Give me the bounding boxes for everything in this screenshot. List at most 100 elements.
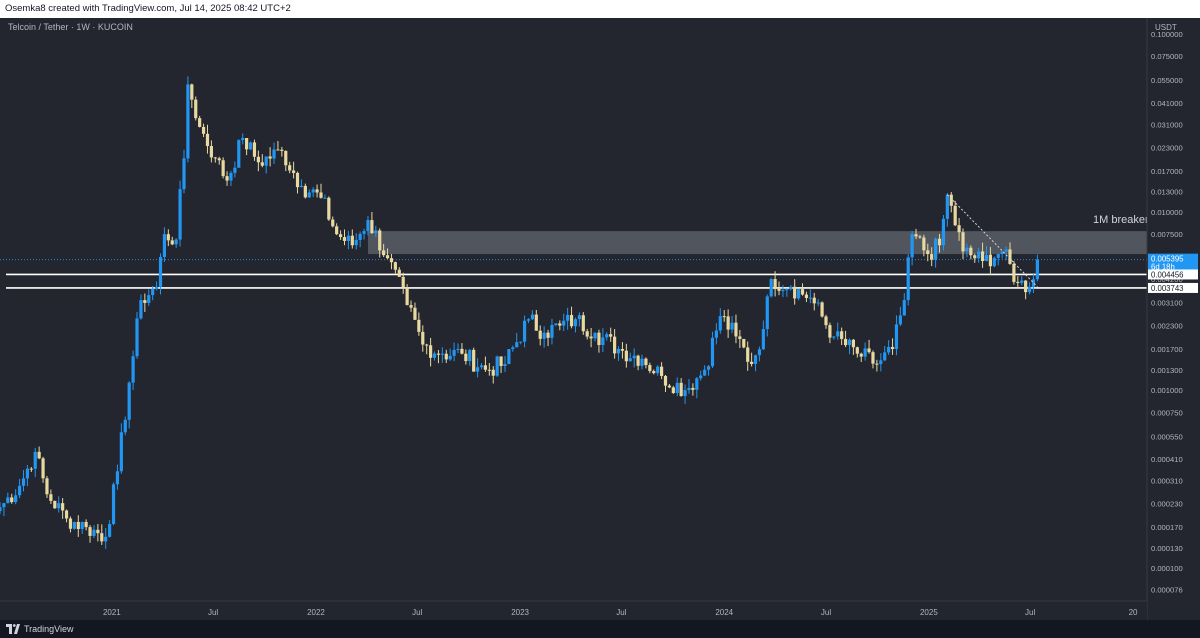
price-tick-label: 0.031000 (1151, 120, 1183, 129)
candle-body (902, 300, 906, 316)
candle-body (264, 156, 268, 166)
price-tick-label: 0.001300 (1151, 366, 1183, 375)
candle-body (374, 230, 378, 233)
time-tick-label: 20 (1129, 608, 1138, 617)
candle-body (1008, 249, 1012, 264)
candle-body (757, 349, 762, 356)
candle-body (566, 314, 570, 321)
candle-body (988, 254, 993, 267)
candle-body (851, 339, 855, 348)
time-tick-label: Jul (821, 608, 831, 617)
candle-body (687, 387, 691, 391)
candle-body (875, 363, 879, 365)
candle-body (158, 257, 163, 287)
price-tick-label: 0.023000 (1151, 143, 1183, 152)
attribution-text: Osemka8 created with TradingView.com, Ju… (5, 3, 291, 14)
candle-body (495, 356, 499, 376)
currency-label: USDT (1155, 23, 1177, 32)
candle-body (832, 336, 836, 338)
candle-body (785, 289, 789, 291)
candle-body (620, 349, 625, 351)
candle-body (68, 518, 73, 529)
candle-body (699, 375, 703, 379)
time-tick-label: 2022 (307, 608, 325, 617)
candle-body (957, 225, 961, 233)
candle-body (444, 353, 448, 360)
price-tick-label: 0.003100 (1151, 299, 1183, 308)
candle-body (965, 247, 969, 252)
candle-body (750, 361, 754, 365)
candle-body (640, 358, 644, 366)
candle-body (777, 288, 781, 291)
chart-area[interactable]: Telcoin / Tether · 1W · KUCOIN 1M breaker… (0, 18, 1200, 620)
candle-body (546, 332, 550, 338)
candle-body (597, 332, 601, 346)
candle-body (389, 258, 394, 263)
candle-body (41, 458, 45, 479)
candle-body (984, 254, 989, 262)
candle-body (233, 167, 237, 173)
price-tick-label: 0.004200 (1151, 275, 1183, 284)
price-chart[interactable]: Telcoin / Tether · 1W · KUCOIN 1M breaker… (0, 18, 1200, 620)
candle-body (331, 219, 335, 227)
candle-body (577, 315, 581, 320)
candle-body (706, 366, 711, 370)
candle-body (88, 527, 92, 536)
candle-body (268, 156, 272, 159)
candle-body (573, 319, 578, 327)
candle-body (123, 419, 127, 433)
candle-body (358, 233, 362, 240)
time-tick-label: Jul (1025, 608, 1035, 617)
candle-body (996, 254, 1000, 258)
candle-body (746, 347, 750, 362)
candle-body (280, 149, 284, 151)
candle-body (953, 205, 957, 226)
price-tick-label: 0.100000 (1151, 30, 1183, 39)
candle-body (17, 485, 22, 496)
candle-body (808, 297, 812, 299)
candle-body (973, 255, 977, 259)
candle-body (417, 319, 421, 332)
candle-body (616, 349, 621, 354)
candle-body (1012, 263, 1016, 282)
time-tick-label: Jul (208, 608, 218, 617)
candle-body (393, 262, 397, 270)
candle-body (816, 302, 820, 304)
candle-body (871, 352, 875, 364)
candle-body (922, 237, 926, 251)
current-price-value: 0.005395 (1151, 255, 1184, 264)
candle-body (753, 355, 758, 365)
descending-trendline (946, 194, 1038, 288)
candle-body (385, 255, 390, 259)
candle-body (632, 355, 636, 359)
candle-body (992, 257, 996, 267)
candle-body (151, 289, 155, 296)
candle-body (722, 316, 726, 318)
candle-body (836, 331, 840, 337)
candle-body (636, 355, 640, 366)
candle-body (601, 337, 605, 346)
candle-body (519, 341, 523, 343)
candle-body (135, 318, 139, 357)
candle-body (45, 478, 49, 495)
candle-body (714, 330, 718, 338)
candle-body (949, 194, 953, 206)
candle-body (487, 369, 491, 371)
candle-body (362, 231, 366, 234)
candle-body (581, 315, 585, 332)
candle-body (292, 170, 296, 173)
candle-body (409, 305, 413, 308)
candle-body (589, 336, 593, 339)
candle-body (229, 172, 233, 181)
candle-body (221, 160, 225, 177)
candle-body (472, 349, 476, 372)
candle-body (57, 503, 61, 509)
candle-body (671, 387, 675, 394)
candle-body (205, 133, 210, 147)
candle-body (918, 236, 922, 238)
candle-body (475, 367, 480, 372)
candle-body (225, 176, 229, 181)
footer-brand: TradingView (24, 624, 74, 634)
candle-body (945, 194, 949, 219)
candle-body (370, 220, 374, 233)
